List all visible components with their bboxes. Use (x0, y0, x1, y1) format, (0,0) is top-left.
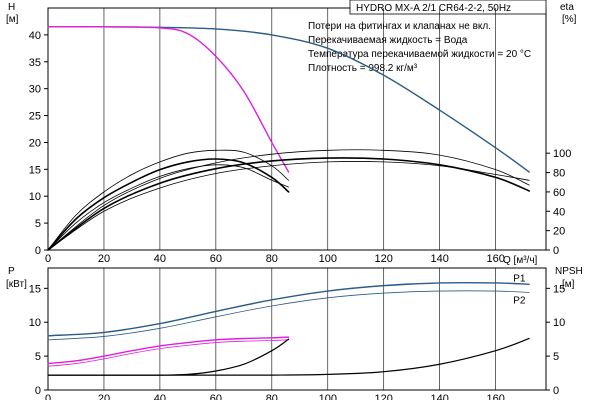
lower-y-right-tick-label: 0 (553, 385, 559, 397)
upper-x-tick-label: 0 (45, 253, 51, 265)
lower-x-tick-label: 0 (45, 393, 51, 400)
lower-x-tick-label: 160 (486, 393, 504, 400)
upper-y-right-tick-label: 0 (553, 245, 559, 257)
upper-ylabel-left-1: H (8, 2, 15, 13)
upper-series-6-line (47, 157, 531, 251)
lower-y-left-tick-label: 5 (35, 351, 41, 363)
upper-y-left-tick-label: 15 (29, 164, 41, 176)
upper-y-left-tick-label: 5 (35, 218, 41, 230)
upper-x-tick-label: 120 (375, 253, 393, 265)
note-line-1: Потери на фитингах и клапанах не вкл. (308, 20, 491, 32)
lower-x-tick-label: 60 (210, 393, 222, 400)
upper-series-2-line (47, 149, 290, 251)
upper-y-right-tick-label: 40 (553, 206, 565, 218)
series-label-p2: P2 (513, 295, 526, 306)
upper-y-right-tick-label: 60 (553, 187, 565, 199)
upper-series-7-line (47, 161, 530, 251)
upper-y-left-tick-label: 25 (29, 111, 41, 123)
lower-ylabel-left-2: [кВт] (6, 279, 27, 290)
series-label-p1: P1 (513, 273, 526, 284)
lower-x-tick-label: 80 (266, 393, 278, 400)
upper-y-left-tick-label: 10 (29, 191, 41, 203)
upper-series-5-line (47, 149, 530, 251)
lower-x-tick-label: 120 (375, 393, 393, 400)
upper-y-left-tick-label: 20 (29, 137, 41, 149)
lower-x-tick-label: 40 (154, 393, 166, 400)
lower-series-p1-line (47, 281, 530, 337)
upper-y-left-tick-label: 30 (29, 84, 41, 96)
lower-ylabel-left-1: P (8, 266, 15, 277)
lower-panel-frame (47, 267, 547, 391)
upper-x-tick-label: 20 (98, 253, 110, 265)
lower-x-tick-label: 100 (319, 393, 337, 400)
lower-series-2-line (47, 336, 290, 365)
lower-y-right-tick-label: 10 (553, 317, 565, 329)
note-line-4: Плотность = 998.2 кг/м³ (308, 63, 418, 74)
upper-ylabel-left-2: [м] (6, 14, 19, 25)
upper-x-tick-label: 40 (154, 253, 166, 265)
upper-x-tick-label: 160 (486, 253, 504, 265)
upper-y-left-tick-label: 0 (35, 245, 41, 257)
lower-y-left-tick-label: 15 (29, 283, 41, 295)
lower-series-5-line (47, 337, 530, 376)
upper-y-left-tick-label: 35 (29, 57, 41, 69)
title-box (349, 0, 547, 15)
upper-y-right-tick-label: 20 (553, 226, 565, 238)
upper-ylabel-right-2: [%] (562, 14, 577, 25)
lower-x-tick-label: 140 (431, 393, 449, 400)
upper-series-4-line (47, 164, 290, 251)
upper-ylabel-right-1: eta (560, 2, 574, 13)
lower-y-right-tick-label: 5 (553, 351, 559, 363)
note-line-2: Перекачиваемая жидкость = Вода (308, 35, 468, 46)
lower-x-tick-label: 20 (98, 393, 110, 400)
upper-y-right-tick-label: 80 (553, 168, 565, 180)
upper-y-right-tick-label: 100 (553, 148, 571, 160)
note-line-3: Температура перекачиваемой жидкости = 20… (308, 49, 531, 60)
upper-y-left-tick-label: 40 (29, 30, 41, 42)
upper-x-tick-label: 60 (210, 253, 222, 265)
upper-x-tick-label: 100 (319, 253, 337, 265)
upper-panel-frame (47, 7, 547, 251)
upper-series-3-line (47, 158, 290, 251)
lower-series-3-line (47, 339, 290, 367)
upper-xlabel: Q [м³/ч] (503, 255, 538, 266)
lower-ylabel-right-2: [м] (562, 279, 575, 290)
upper-series-1-line (47, 26, 290, 173)
lower-y-left-tick-label: 0 (35, 385, 41, 397)
upper-x-tick-label: 80 (266, 253, 278, 265)
upper-x-tick-label: 140 (431, 253, 449, 265)
lower-y-right-tick-label: 15 (553, 283, 565, 295)
lower-series-p2-line (47, 290, 530, 341)
lower-y-left-tick-label: 10 (29, 317, 41, 329)
lower-ylabel-right-1: NPSH (555, 266, 583, 277)
chart-title: HYDRO MX-A 2/1 CR64-2-2, 50Hz (356, 3, 511, 14)
